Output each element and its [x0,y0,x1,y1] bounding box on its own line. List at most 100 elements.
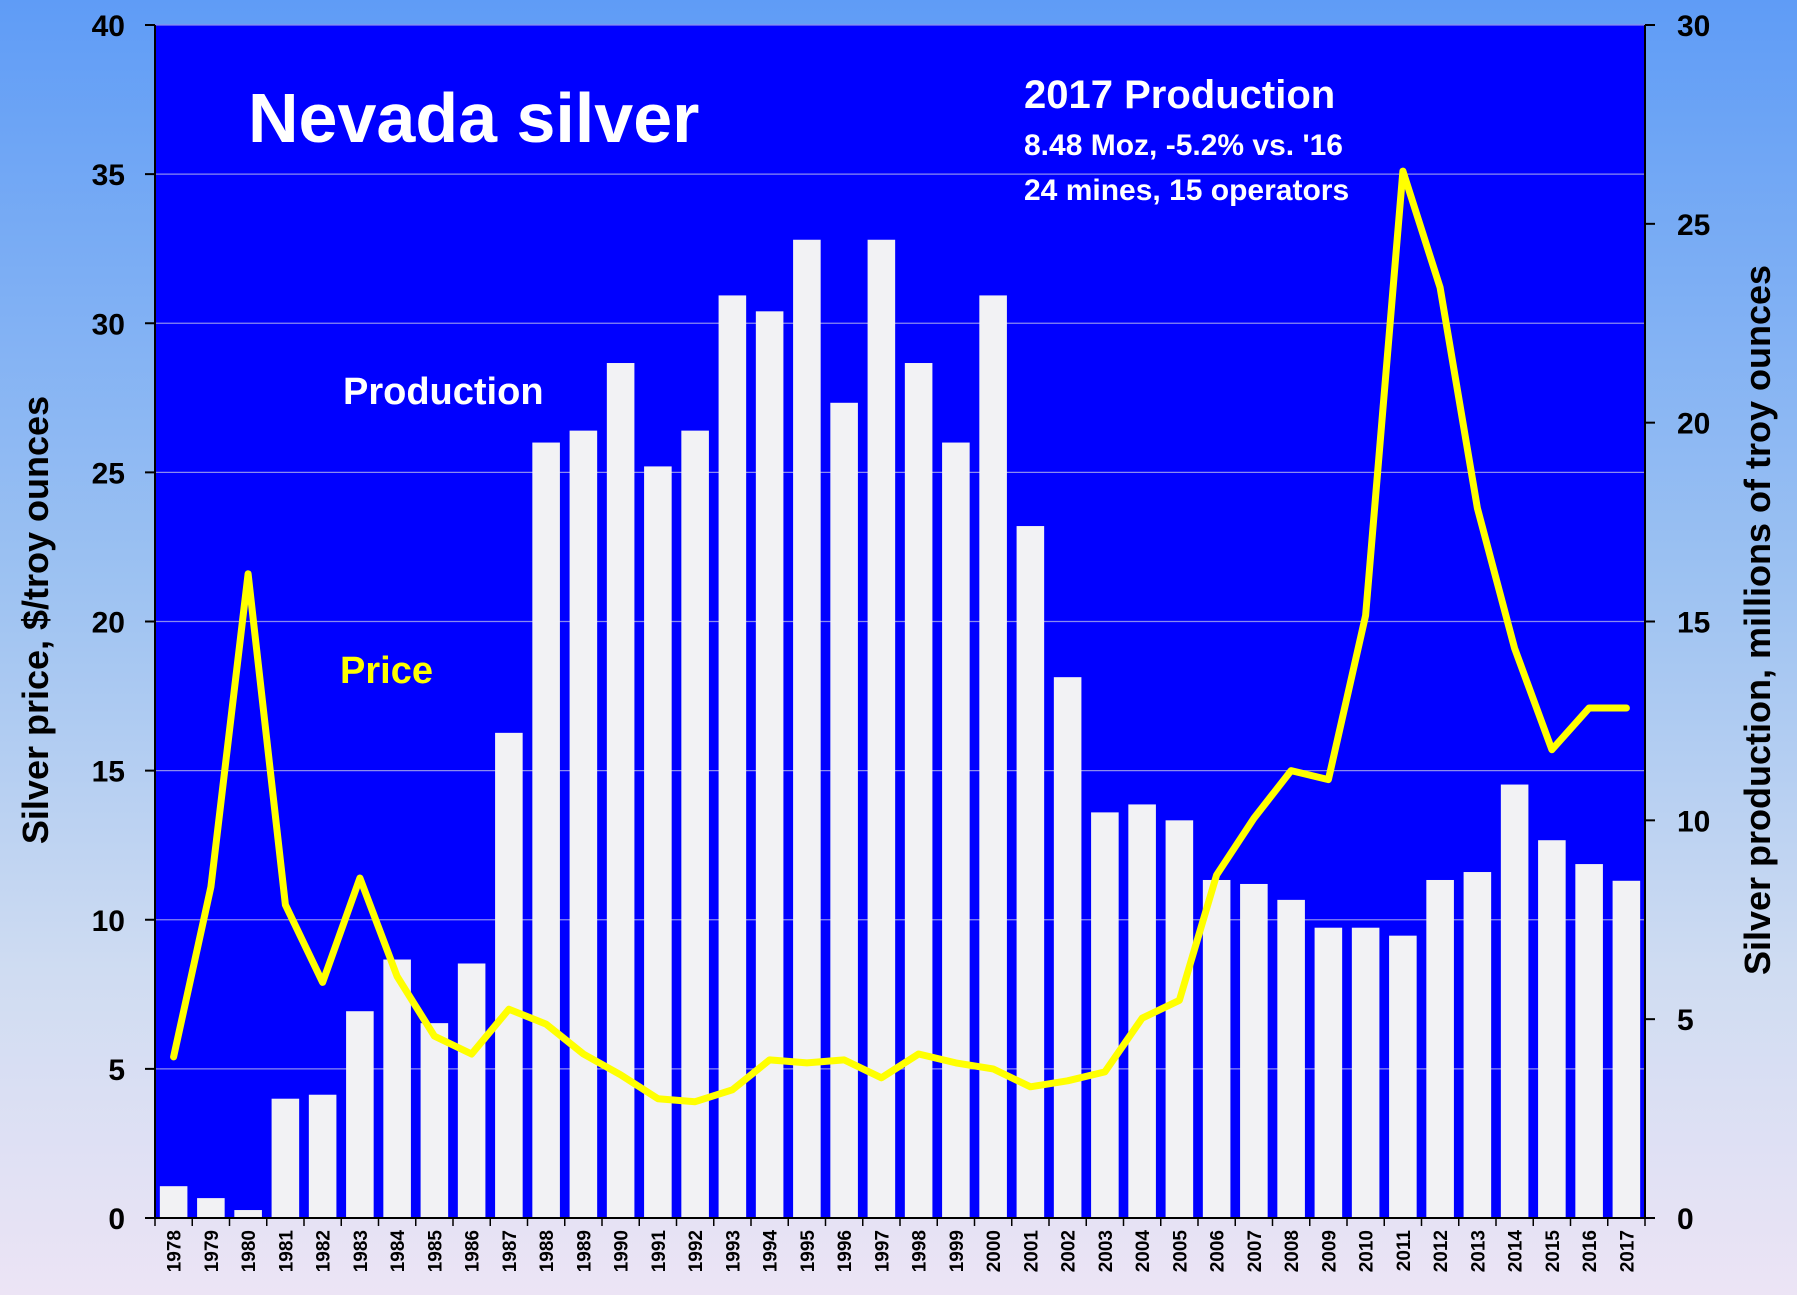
left-axis-title: Silver price, $/troy ounces [15,396,56,844]
right-y-tick-label: 15 [1677,607,1710,640]
x-tick-label-2003: 2003 [1096,1230,1117,1272]
x-tick-label-2012: 2012 [1431,1230,1452,1272]
x-tick-label-1991: 1991 [649,1230,670,1273]
production-bar-1980 [234,1210,262,1218]
x-tick-label-2013: 2013 [1468,1230,1489,1272]
x-tick-label-1981: 1981 [276,1230,297,1273]
production-bar-1990 [606,363,635,1218]
left-y-tick-label: 35 [92,159,125,192]
annotation-line-1: 8.48 Moz, -5.2% vs. '16 [1024,129,1343,162]
price-line [170,167,1630,1106]
production-bar-2016 [1575,864,1603,1218]
production-bar-2009 [1314,927,1343,1218]
production-bar-2003 [1091,812,1119,1218]
production-bar-1985 [420,1023,449,1218]
production-series-label: Production [343,371,544,413]
production-bar-2006 [1202,879,1231,1218]
x-tick-label-1995: 1995 [798,1230,819,1273]
left-y-tick-label: 25 [92,457,125,490]
annotation-line-2: 24 mines, 15 operators [1024,174,1349,207]
production-bar-2014 [1500,784,1529,1218]
x-tick-label-1982: 1982 [314,1230,335,1272]
production-bar-1994 [755,311,784,1218]
x-tick-label-1988: 1988 [537,1230,558,1272]
production-bar-2015 [1538,840,1566,1218]
x-tick-label-1984: 1984 [388,1230,409,1273]
production-bars [159,239,1641,1219]
right-y-tick-label: 20 [1677,408,1710,441]
price-line-layer [170,167,1630,1106]
x-tick-label-2014: 2014 [1506,1230,1527,1273]
x-tick-label-2015: 2015 [1543,1230,1564,1273]
x-tick-label-1999: 1999 [947,1230,968,1272]
x-tick-labels: 1978 1979 1980 1981 1982 1983 1984 1985 1986 1987… [165,1230,1639,1273]
left-y-tick-label: 5 [108,1054,125,1087]
left-y-tick-label: 15 [92,756,125,789]
production-bar-1989 [569,430,598,1218]
production-bar-2001 [1016,526,1045,1218]
x-tick-label-2017: 2017 [1617,1230,1638,1272]
price-series-label: Price [340,650,433,692]
production-bar-2000 [979,295,1007,1218]
production-bar-1986 [457,963,486,1218]
right-axis-title: Silver production, millions of troy ounc… [1737,265,1778,975]
axes [145,24,1655,1226]
x-tick-label-2009: 2009 [1319,1230,1340,1272]
production-bar-1995 [793,239,821,1219]
right-y-tick-label: 30 [1677,10,1710,43]
x-tick-label-1980: 1980 [239,1230,260,1272]
x-tick-label-1979: 1979 [202,1230,223,1272]
production-bar-1978 [159,1186,188,1218]
production-bar-2012 [1426,879,1454,1218]
production-bar-1999 [942,442,970,1218]
production-bar-2017 [1612,880,1641,1218]
production-bar-1984 [383,959,411,1218]
production-bar-1996 [830,402,858,1218]
production-bar-2002 [1053,677,1082,1218]
left-y-tick-label: 10 [92,905,125,938]
production-bar-1979 [197,1198,225,1218]
right-y-tick-label: 0 [1677,1203,1694,1236]
left-y-tick-label: 40 [92,10,125,43]
x-tick-label-1997: 1997 [872,1230,893,1272]
x-tick-label-1993: 1993 [723,1230,744,1272]
production-bar-1991 [644,466,672,1218]
x-tick-label-1992: 1992 [686,1230,707,1272]
left-y-tick-labels: 0 5 10 15 20 25 30 35 40 [92,10,125,1236]
chart-title: Nevada silver [248,79,699,157]
production-bar-1988 [532,442,560,1218]
right-y-tick-label: 5 [1677,1004,1694,1037]
production-bar-2005 [1165,820,1194,1218]
x-tick-label-1983: 1983 [351,1230,372,1272]
x-tick-label-2005: 2005 [1170,1230,1191,1273]
x-tick-label-2006: 2006 [1208,1230,1229,1272]
production-bar-2013 [1463,872,1492,1218]
annotation-heading: 2017 Production [1024,73,1335,117]
left-y-tick-label: 20 [92,607,125,640]
x-tick-label-1987: 1987 [500,1230,521,1272]
right-y-tick-labels: 0 5 10 15 20 25 30 [1677,10,1710,1236]
production-bar-1982 [308,1094,337,1218]
x-tick-label-1985: 1985 [425,1230,446,1273]
x-tick-label-2007: 2007 [1245,1230,1266,1272]
x-tick-label-1998: 1998 [910,1230,931,1272]
production-bar-1987 [495,732,523,1218]
x-tick-label-2008: 2008 [1282,1230,1303,1272]
x-tick-label-2002: 2002 [1059,1230,1080,1272]
x-tick-label-1989: 1989 [574,1230,595,1272]
production-bar-1981 [271,1098,300,1218]
left-y-tick-label: 0 [108,1203,125,1236]
production-bar-1992 [681,430,709,1218]
right-y-tick-label: 25 [1677,209,1710,242]
left-y-tick-label: 30 [92,308,125,341]
x-tick-label-2011: 2011 [1394,1230,1415,1272]
x-tick-label-1990: 1990 [612,1230,633,1272]
x-tick-label-1996: 1996 [835,1230,856,1272]
production-bar-2010 [1351,927,1380,1218]
production-bar-2011 [1389,935,1417,1218]
right-y-tick-label: 10 [1677,805,1710,838]
x-tick-label-2000: 2000 [984,1230,1005,1272]
production-bar-1993 [718,295,747,1218]
production-bar-1998 [904,363,933,1218]
